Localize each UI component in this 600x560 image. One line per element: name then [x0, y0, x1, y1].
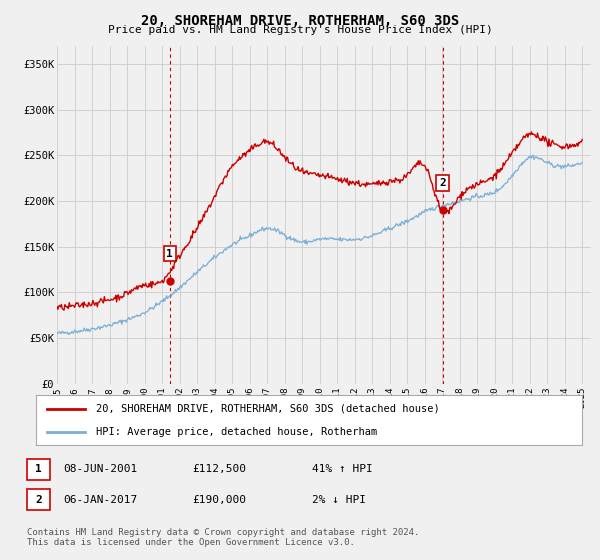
Text: £112,500: £112,500 — [192, 464, 246, 474]
Text: 2: 2 — [35, 494, 42, 505]
Text: 20, SHOREHAM DRIVE, ROTHERHAM, S60 3DS: 20, SHOREHAM DRIVE, ROTHERHAM, S60 3DS — [141, 14, 459, 28]
Text: HPI: Average price, detached house, Rotherham: HPI: Average price, detached house, Roth… — [96, 427, 377, 437]
Text: 41% ↑ HPI: 41% ↑ HPI — [312, 464, 373, 474]
Text: Price paid vs. HM Land Registry's House Price Index (HPI): Price paid vs. HM Land Registry's House … — [107, 25, 493, 35]
Text: 06-JAN-2017: 06-JAN-2017 — [63, 494, 137, 505]
Text: 08-JUN-2001: 08-JUN-2001 — [63, 464, 137, 474]
Text: Contains HM Land Registry data © Crown copyright and database right 2024.
This d: Contains HM Land Registry data © Crown c… — [27, 528, 419, 547]
Text: 1: 1 — [35, 464, 42, 474]
Text: 2% ↓ HPI: 2% ↓ HPI — [312, 494, 366, 505]
Text: £190,000: £190,000 — [192, 494, 246, 505]
Text: 2: 2 — [439, 178, 446, 188]
Text: 1: 1 — [166, 249, 173, 259]
Text: 20, SHOREHAM DRIVE, ROTHERHAM, S60 3DS (detached house): 20, SHOREHAM DRIVE, ROTHERHAM, S60 3DS (… — [96, 404, 440, 414]
